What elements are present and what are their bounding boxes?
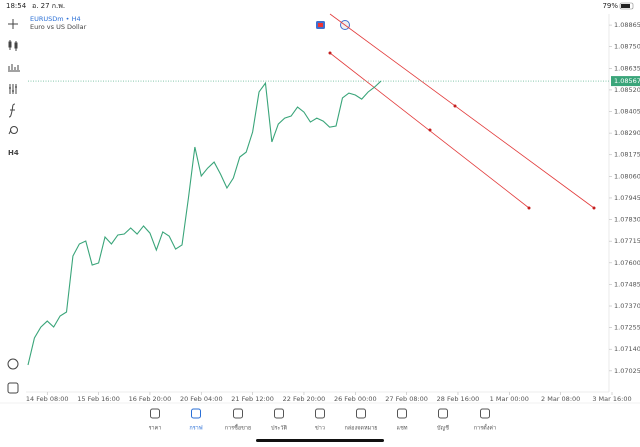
home-indicator [256, 439, 384, 442]
chart-subtitle: Euro vs US Dollar [30, 23, 87, 31]
y-tick-label: 1.07945 [614, 194, 640, 202]
x-tick-label: 27 Feb 08:00 [385, 395, 428, 403]
x-tick-label: 15 Feb 16:00 [77, 395, 120, 403]
y-tick-label: 1.08865 [614, 21, 640, 29]
indicators-tool[interactable] [9, 84, 17, 94]
tab-icon [397, 408, 407, 419]
y-tick-label: 1.08520 [614, 86, 640, 94]
tab-icon [274, 408, 284, 419]
chart-title: EURUSDm • H4 [30, 15, 81, 23]
price-line [27, 80, 382, 366]
trend-point [428, 128, 432, 132]
y-tick-label: 1.08750 [614, 43, 640, 51]
last-price-label: 1.08567 [614, 77, 640, 85]
y-tick-label: 1.07485 [614, 280, 640, 288]
status-battery: 79% [602, 2, 618, 10]
y-tick-label: 1.08290 [614, 129, 640, 137]
one-click-icon-inner [318, 23, 323, 27]
crosshair-tool[interactable] [8, 19, 18, 29]
trend-point [453, 104, 457, 108]
trend-point [592, 206, 596, 210]
battery-icon [619, 2, 634, 10]
tab-label: บัญชี [437, 425, 449, 432]
x-tick-label: 28 Feb 16:00 [437, 395, 480, 403]
x-tick-label: 2 Mar 08:00 [541, 395, 580, 403]
left-toolbar [7, 19, 20, 394]
objects-tool[interactable] [10, 126, 18, 134]
y-tick-label: 1.07370 [614, 302, 640, 310]
tab-label: ราคา [149, 426, 162, 432]
x-tick-label: 26 Feb 00:00 [334, 395, 377, 403]
y-tick-label: 1.08175 [614, 151, 640, 159]
y-tick-label: 1.07600 [614, 259, 640, 267]
tab-icon [438, 408, 448, 419]
x-tick-label: 16 Feb 20:00 [129, 395, 172, 403]
tab[interactable]: ประวัติ [271, 408, 287, 432]
tab[interactable]: ข่าว [315, 408, 325, 432]
status-time: 18:54 [6, 2, 27, 10]
zoom-tool[interactable] [7, 358, 19, 370]
y-tick-label: 1.07255 [614, 324, 640, 332]
tab[interactable]: ราคา [149, 408, 162, 432]
status-date: อ. 27 ก.พ. [32, 2, 65, 10]
tab-label: การซื้อขาย [225, 424, 251, 432]
tab-icon [480, 408, 490, 419]
timeframe-button[interactable]: H4 [8, 149, 19, 157]
x-tick-label: 14 Feb 08:00 [26, 395, 69, 403]
trend-point [328, 51, 332, 55]
y-tick-label: 1.08405 [614, 108, 640, 116]
tab-label: ข่าว [315, 426, 325, 432]
tab-icon [233, 408, 243, 419]
trend-channel [329, 13, 595, 209]
battery-level [621, 4, 630, 8]
function-tool[interactable] [8, 103, 16, 118]
y-tick-label: 1.07140 [614, 345, 640, 353]
y-tick-label: 1.07025 [614, 367, 640, 375]
x-tick-label: 20 Feb 04:00 [180, 395, 223, 403]
tab-icon [191, 408, 201, 419]
y-tick-label: 1.08635 [614, 64, 640, 72]
y-tick-label: 1.07715 [614, 237, 640, 245]
tab-label: กล่องจดหมาย [344, 426, 377, 432]
tab[interactable]: กราฟ [189, 408, 203, 432]
tab-icon [150, 408, 160, 419]
x-tick-label: 1 Mar 00:00 [490, 395, 529, 403]
trade-tool[interactable] [7, 382, 19, 394]
x-tick-label: 21 Feb 12:00 [231, 395, 274, 403]
tab-label: การตั้งค่า [474, 424, 496, 432]
trend-point [527, 206, 531, 210]
tab-icon [356, 408, 366, 419]
bars-tool[interactable] [8, 64, 20, 72]
trend-line [329, 13, 595, 209]
y-tick-label: 1.08060 [614, 172, 640, 180]
tab-label: แชท [397, 425, 408, 432]
tab[interactable]: แชท [397, 408, 408, 432]
tab-icon [315, 408, 325, 419]
tab-label: กราฟ [189, 425, 202, 432]
x-tick-label: 3 Mar 16:00 [592, 395, 631, 403]
candles-tool[interactable] [8, 40, 18, 51]
tab[interactable]: บัญชี [437, 408, 449, 432]
tab[interactable]: การตั้งค่า [474, 408, 496, 432]
tab[interactable]: การซื้อขาย [225, 408, 251, 432]
last-price-box [611, 76, 640, 87]
tab[interactable]: กล่องจดหมาย [344, 408, 378, 432]
trend-points [328, 51, 596, 210]
tab-label: ประวัติ [271, 425, 287, 432]
x-tick-label: 22 Feb 20:00 [283, 395, 326, 403]
y-tick-label: 1.07830 [614, 216, 640, 224]
objects-tool-handle [8, 129, 12, 135]
